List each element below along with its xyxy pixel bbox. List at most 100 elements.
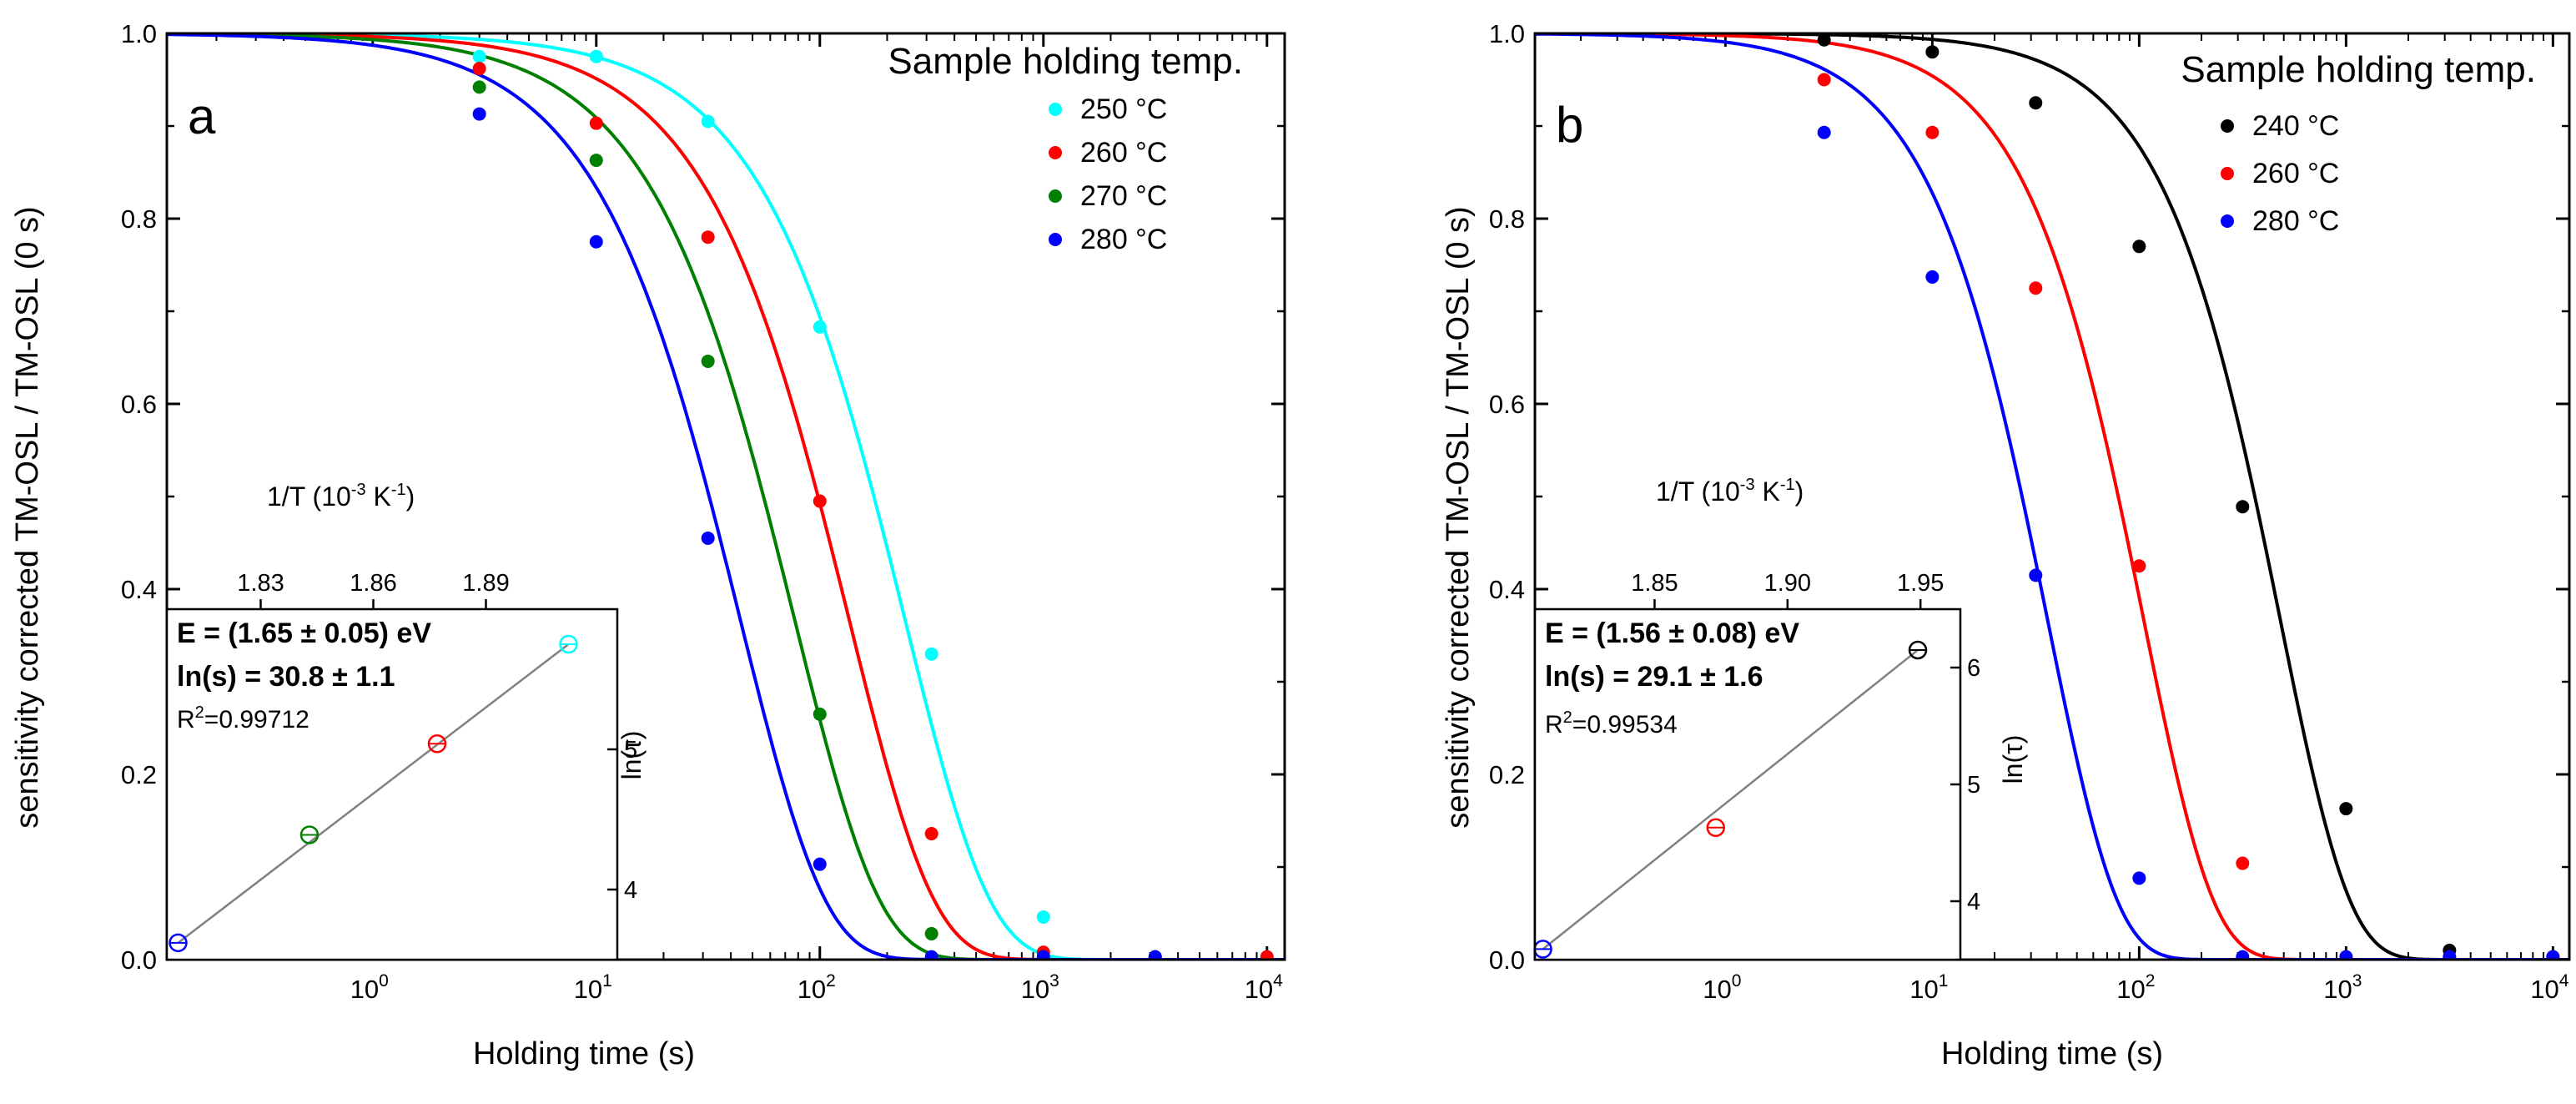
data-point xyxy=(2132,871,2146,885)
inset-fit-line xyxy=(1542,649,1919,950)
x-tick-label: 104 xyxy=(1245,971,1283,1004)
inset-r2-text: R2=0.99712 xyxy=(177,703,309,733)
legend-marker xyxy=(2221,214,2234,228)
x-axis-title: Holding time (s) xyxy=(1941,1036,2163,1071)
y-tick-label: 0.6 xyxy=(1489,390,1525,419)
data-point xyxy=(472,62,486,76)
data-point xyxy=(589,49,603,63)
data-point xyxy=(1148,950,1162,960)
fit-curve xyxy=(167,33,1285,960)
y-tick-label: 0.0 xyxy=(121,945,157,975)
legend-marker xyxy=(2221,167,2234,180)
y-tick-label: 1.0 xyxy=(121,19,157,48)
data-point xyxy=(1036,910,1050,924)
inset-ln-s-text: ln(s) = 30.8 ± 1.1 xyxy=(177,661,395,693)
inset-background xyxy=(167,609,617,960)
inset-energy-text: E = (1.65 ± 0.05) eV xyxy=(177,618,431,649)
inset-fit-line-segment xyxy=(177,643,570,944)
data-point xyxy=(472,80,486,94)
legend-marker xyxy=(1049,189,1062,203)
legend: 250 °C 260 °C 270 °C 280 °C xyxy=(1049,93,1167,255)
plot-frame xyxy=(165,32,1286,961)
y-ticks: 0.0 0.2 0.4 0.6 0.8 1.0 xyxy=(1489,19,2569,975)
plot-frame xyxy=(1533,32,2571,961)
y-tick-label: 0.8 xyxy=(1489,204,1525,234)
y-tick-label: 1.0 xyxy=(1489,19,1525,48)
inset-y-axis-title: ln(τ) xyxy=(616,731,647,780)
inset-y-axis-title: ln(τ) xyxy=(1998,735,2028,784)
data-point xyxy=(2546,950,2560,960)
inset-y-tick-label: 6 xyxy=(1967,655,1980,682)
data-point xyxy=(1817,125,1831,139)
y-ticks: 0.0 0.2 0.4 0.6 0.8 1.0 xyxy=(121,19,1285,975)
data-point xyxy=(924,647,938,661)
x-tick-label: 103 xyxy=(2323,971,2362,1004)
inset-x-tick-label: 1.83 xyxy=(237,570,284,597)
data-point xyxy=(2029,96,2043,110)
legend: 240 °C 260 °C 280 °C xyxy=(2221,110,2339,237)
data-point xyxy=(1817,73,1831,87)
y-tick-label: 0.2 xyxy=(121,760,157,789)
data-point xyxy=(2236,856,2250,870)
x-tick-label: 102 xyxy=(797,971,836,1004)
legend-label: 260 °C xyxy=(2252,158,2339,189)
x-tick-label: 101 xyxy=(574,971,612,1004)
data-point xyxy=(2339,802,2353,816)
inset-x-axis-title: 1/T (10-3 K-1) xyxy=(267,481,415,512)
inset-x-tick-label: 1.86 xyxy=(350,570,396,597)
x-axis-title: Holding time (s) xyxy=(473,1036,695,1071)
legend-marker xyxy=(2221,119,2234,133)
data-point xyxy=(924,926,938,940)
inset-points xyxy=(169,634,578,953)
inset-background xyxy=(1535,609,1960,960)
data-point xyxy=(813,857,827,871)
inset-y-ticks: 4 5 6 xyxy=(1950,655,1980,915)
data-point xyxy=(1925,125,1940,139)
data-point xyxy=(813,494,827,508)
data-point xyxy=(2132,559,2146,573)
panel-a: sensitivity corrected TM-OSL / TM-OSL (0… xyxy=(10,19,1286,1071)
legend-marker xyxy=(1049,103,1062,116)
legend-label: 240 °C xyxy=(2252,110,2339,142)
y-axis-title: sensitivity corrected TM-OSL / TM-OSL (0… xyxy=(10,206,45,828)
data-point xyxy=(701,114,715,129)
data-point xyxy=(589,116,603,130)
data-point xyxy=(1260,950,1274,960)
data-point xyxy=(813,320,827,334)
inset-x-axis-title: 1/T (10-3 K-1) xyxy=(1656,476,1804,507)
inset-fit-line-segment xyxy=(1542,649,1919,950)
data-point xyxy=(1036,950,1050,960)
fit-curve xyxy=(1535,33,2569,960)
fit-curve xyxy=(167,33,1285,960)
y-tick-label: 0.6 xyxy=(121,390,157,419)
inset-x-ticks: 1.85 1.90 1.95 xyxy=(1631,570,1944,609)
data-point xyxy=(1925,270,1940,284)
x-tick-label: 100 xyxy=(1703,971,1741,1004)
data-point xyxy=(701,531,715,545)
data-point xyxy=(701,230,715,244)
data-point xyxy=(2029,281,2043,295)
inset: 1.85 1.90 1.95 4 5 6 1/T (10-3 K-1) ln(τ) E … xyxy=(1533,476,2028,961)
inset-y-ticks: 45 xyxy=(607,737,637,904)
inset-y-tick-label: 5 xyxy=(1967,772,1980,799)
inset-y-tick-label: 5 xyxy=(624,737,637,764)
data-point xyxy=(2236,500,2250,514)
legend-label: 270 °C xyxy=(1080,180,1167,212)
inset-y-tick-label: 4 xyxy=(1967,889,1980,915)
legend-label: 250 °C xyxy=(1080,93,1167,125)
x-tick-label: 102 xyxy=(2116,971,2155,1004)
data-point xyxy=(589,234,603,249)
inset-x-tick-label: 1.89 xyxy=(462,570,509,597)
legend-marker xyxy=(1049,233,1062,246)
inset-y-tick-label: 4 xyxy=(624,877,637,904)
data-point xyxy=(2132,239,2146,254)
data-point xyxy=(813,707,827,721)
data-point xyxy=(1817,33,1831,47)
data-point xyxy=(701,354,715,368)
data-points xyxy=(472,49,1274,960)
data-point xyxy=(924,827,938,841)
legend-title: Sample holding temp. xyxy=(2181,49,2536,90)
inset-x-ticks: 1.83 1.86 1.89 xyxy=(237,570,510,609)
data-point xyxy=(472,49,486,63)
